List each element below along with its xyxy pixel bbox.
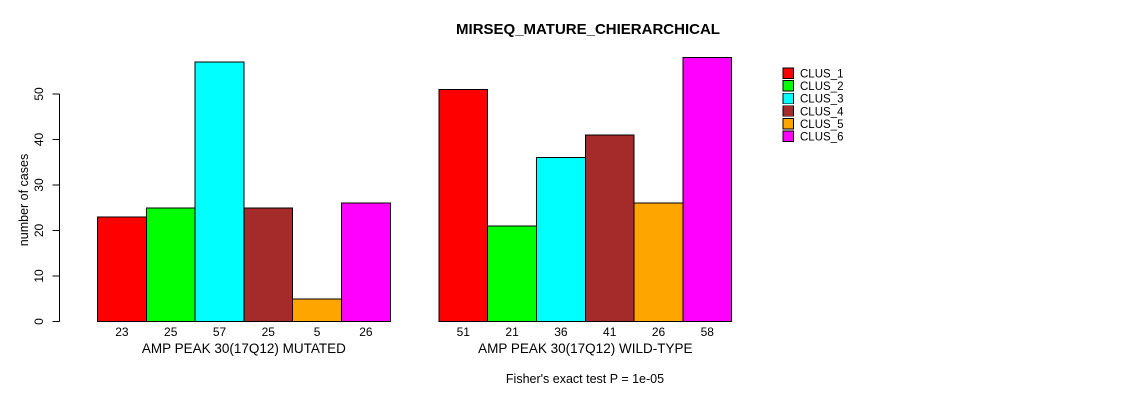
y-axis-tick-label: 50 <box>32 87 46 101</box>
legend-label: CLUS_6 <box>800 132 843 144</box>
bar-value-label: 26 <box>359 325 373 339</box>
y-axis: 0 10 20 30 40 50 <box>32 87 60 325</box>
bar-value-label: 36 <box>554 325 568 339</box>
legend-swatch <box>782 92 794 105</box>
bar-clus_2-group1 <box>145 207 196 322</box>
legend-swatch <box>782 118 794 130</box>
y-axis-title: number of cases <box>17 154 31 246</box>
bar-value-label: 57 <box>213 325 227 339</box>
legend-item-clus_1: CLUS_1 <box>782 67 843 81</box>
bar-value-label: 5 <box>314 325 321 339</box>
bar-value-label: 41 <box>603 325 617 339</box>
legend-swatch <box>782 67 794 79</box>
fisher-test-caption: Fisher's exact test P = 1e-05 <box>506 372 664 386</box>
y-axis-tick-label: 40 <box>32 133 46 147</box>
legend-swatch <box>782 80 794 92</box>
bar-value-label: 51 <box>457 325 471 339</box>
bar-clus_2-group2 <box>487 225 538 322</box>
group-label: AMP PEAK 30(17Q12) WILD-TYPE <box>478 341 692 356</box>
bar-value-label: 25 <box>164 325 178 339</box>
bar-clus_4-group1 <box>243 207 294 322</box>
legend-label: CLUS_4 <box>800 106 844 118</box>
legend-label: CLUS_1 <box>800 69 843 81</box>
bar-value-label: 26 <box>652 325 666 339</box>
y-axis-tick-label: 20 <box>32 224 46 238</box>
bar-clus_1-group2 <box>438 88 489 322</box>
legend-label: CLUS_3 <box>800 94 843 106</box>
legend-label: CLUS_2 <box>800 81 843 93</box>
y-axis-tick-label: 10 <box>32 269 46 283</box>
bar-value-label: 25 <box>262 325 276 339</box>
bar-clus_5-group2 <box>633 202 684 322</box>
bars: 23 25 57 25 5 26 AMP PEAK 30(17Q12) MUTATED 51 2… <box>97 57 733 356</box>
chart-title: MIRSEQ_MATURE_CHIERARCHICAL <box>456 21 720 38</box>
bar-value-label: 58 <box>701 325 715 339</box>
bar-clus_1-group1 <box>97 216 147 323</box>
bar-clus_3-group2 <box>536 157 586 322</box>
legend-item-clus_5: CLUS_5 <box>782 118 843 131</box>
bar-clus_6-group1 <box>341 202 391 322</box>
legend-item-clus_3: CLUS_3 <box>782 92 843 106</box>
legend-item-clus_4: CLUS_4 <box>782 105 844 118</box>
bar-clus_4-group2 <box>584 134 635 322</box>
legend-item-clus_2: CLUS_2 <box>782 80 843 93</box>
legend-swatch <box>782 105 794 117</box>
group-label: AMP PEAK 30(17Q12) MUTATED <box>142 341 346 356</box>
legend-label: CLUS_5 <box>800 119 843 131</box>
y-axis-tick-label: 0 <box>32 318 46 325</box>
bar-value-label: 21 <box>505 325 519 339</box>
legend-item-clus_6: CLUS_6 <box>782 130 843 144</box>
bar-clus_3-group1 <box>194 61 245 323</box>
y-axis-tick-label: 30 <box>32 178 46 192</box>
bar-value-label: 23 <box>115 325 129 339</box>
bar-clus_6-group2 <box>682 57 733 322</box>
legend-swatch <box>782 130 794 142</box>
bar-clus_5-group1 <box>292 298 343 322</box>
